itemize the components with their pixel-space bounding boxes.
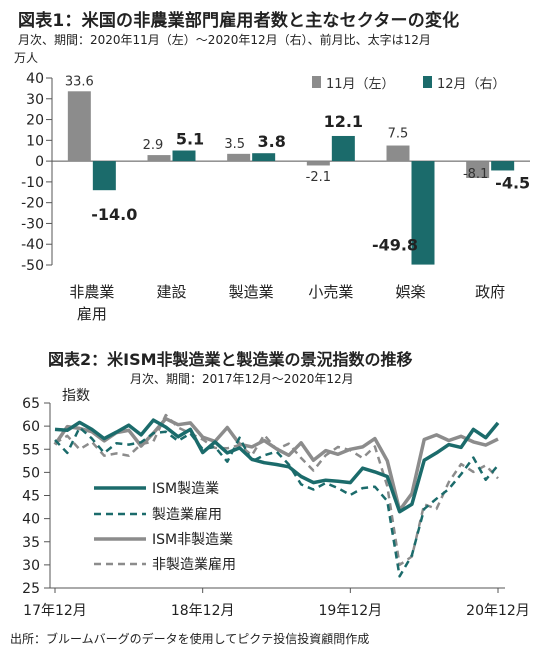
chart1-unit-label: 万人 — [14, 51, 39, 65]
chart1-category-label: 小売業 — [308, 283, 353, 301]
chart2-series-line-3 — [54, 413, 499, 567]
chart2-y-tick-label: 50 — [22, 465, 40, 481]
chart1-category-label: 雇用 — [77, 305, 107, 323]
chart2-x-tick-label: 20年12月 — [466, 603, 530, 619]
chart1-dec-value-label: 12.1 — [324, 112, 363, 131]
chart1-nov-value-label: -8.1 — [463, 167, 488, 182]
chart1-dec-value-label: -14.0 — [91, 205, 137, 224]
chart2-y-tick-label: 60 — [22, 419, 40, 435]
chart1-bar-dec — [252, 153, 276, 162]
chart1-nov-value-label: -2.1 — [306, 170, 331, 185]
chart1-bar-nov — [227, 153, 251, 162]
chart1-legend-label-dec: 12月（右） — [437, 77, 506, 92]
chart1-legend-label-nov: 11月（左） — [326, 77, 395, 92]
chart1-bar-nov — [306, 161, 330, 166]
chart1-y-tick-label: 30 — [26, 92, 44, 108]
chart1-nov-value-label: 2.9 — [143, 138, 164, 153]
chart1-y-tick-label: -10 — [21, 175, 44, 191]
chart1-category-label: 建設 — [156, 283, 186, 301]
chart1-nov-value-label: 33.6 — [65, 74, 94, 89]
chart1-nov-value-label: 3.5 — [224, 137, 245, 152]
chart1-category-label: 政府 — [475, 283, 505, 301]
chart1-dec-value-label: 3.8 — [257, 132, 285, 151]
chart1-y-tick-label: -20 — [21, 196, 44, 212]
chart1-legend-swatch-nov — [312, 76, 321, 88]
chart1-nov-value-label: 7.5 — [388, 127, 409, 142]
chart2-legend-label: 非製造業雇用 — [152, 556, 236, 573]
chart2-y-tick-label: 25 — [22, 581, 40, 597]
chart1-dec-value-label: 5.1 — [176, 130, 204, 149]
chart1-bar-dec — [331, 135, 355, 162]
chart1-bar-dec — [491, 161, 515, 171]
chart2-legend-label: ISM製造業 — [152, 481, 219, 497]
chart2-subtitle: 月次、期間：2017年12月～2020年12月 — [130, 372, 354, 386]
chart1-bar-dec — [92, 161, 116, 191]
chart2-series-line-1 — [54, 426, 499, 578]
chart2-x-tick-label: 19年12月 — [319, 603, 383, 619]
chart2-y-axis-label: 指数 — [62, 388, 90, 404]
chart1-category-label: 非農業 — [69, 283, 114, 301]
chart1-y-tick-label: 20 — [26, 113, 44, 129]
chart1-y-tick-label: 0 — [35, 154, 44, 170]
chart2-x-tick-label: 17年12月 — [23, 603, 87, 619]
chart2-y-tick-label: 35 — [22, 535, 40, 551]
chart2-legend-label: ISM非製造業 — [152, 532, 233, 548]
chart1-y-tick-label: -40 — [21, 237, 44, 253]
chart1-bar-dec — [411, 161, 435, 265]
chart1-bar-nov — [67, 91, 91, 162]
chart2-y-tick-label: 65 — [22, 396, 40, 412]
chart2-series-line-2 — [53, 416, 499, 513]
chart1-category-label: 製造業 — [229, 283, 274, 301]
chart1-bar-nov — [466, 161, 490, 178]
chart2-legend-label: 製造業雇用 — [152, 506, 222, 523]
chart1-y-tick-label: 40 — [26, 71, 44, 87]
source-note: 出所：ブルームバーグのデータを使用してピクテ投信投資顧問作成 — [10, 632, 370, 646]
chart1-legend-swatch-dec — [423, 76, 432, 88]
chart2-series-line-0 — [54, 418, 500, 514]
chart1-bar-nov — [386, 145, 410, 162]
chart1-title: 図表1：米国の非農業部門雇用者数と主なセクターの変化 — [18, 11, 460, 31]
chart1-bar-dec — [172, 150, 196, 162]
chart2-y-tick-label: 30 — [22, 558, 40, 574]
chart1-dec-value-label: -4.5 — [495, 173, 530, 192]
chart2-x-tick-label: 18年12月 — [171, 603, 235, 619]
chart1-bar-nov — [147, 155, 171, 162]
chart2-y-tick-label: 40 — [22, 512, 40, 528]
chart1-dec-value-label: -49.8 — [372, 236, 418, 255]
chart1-subtitle: 月次、期間：2020年11月（左）～2020年12月（右）、前月比、太字は12月 — [18, 33, 431, 47]
chart1-y-tick-label: -50 — [21, 258, 44, 274]
chart1-y-tick-label: 10 — [26, 133, 44, 149]
chart1-y-tick-label: -30 — [21, 216, 44, 232]
chart1-category-label: 娯楽 — [395, 283, 425, 301]
chart2-y-tick-label: 55 — [22, 442, 40, 458]
chart2-y-tick-label: 45 — [22, 489, 40, 505]
chart2-title: 図表2：米ISM非製造業と製造業の景況指数の推移 — [48, 350, 413, 369]
